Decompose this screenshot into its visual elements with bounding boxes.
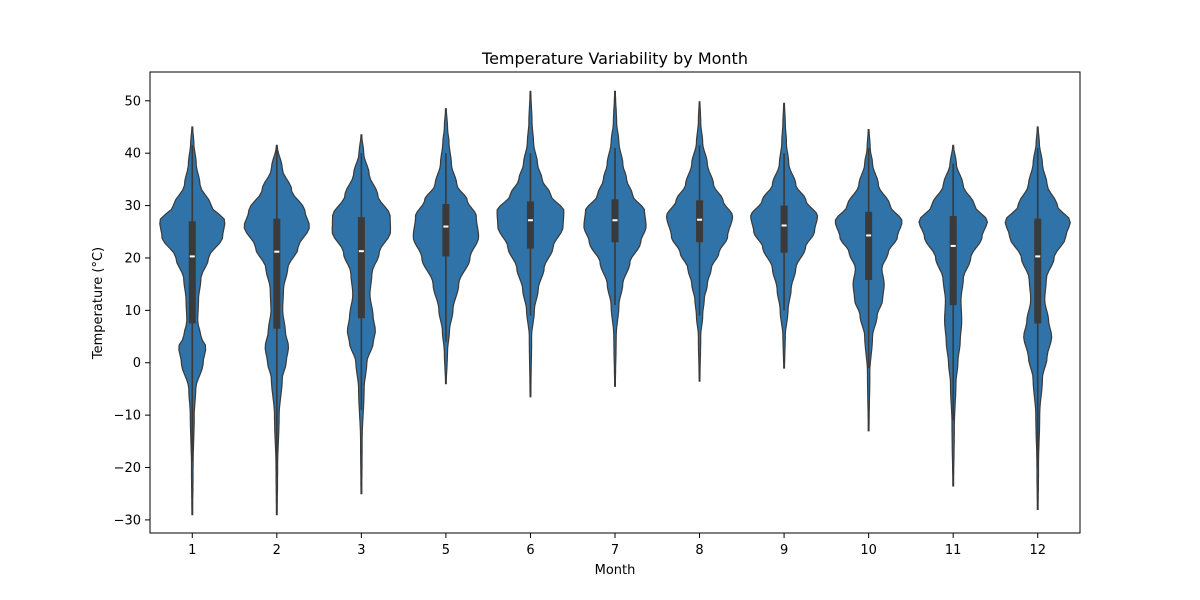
violin-month-8: [665, 101, 734, 382]
x-tick-label: 11: [945, 543, 962, 558]
violin-month-7: [583, 90, 647, 387]
x-tick-label: 1: [188, 543, 196, 558]
x-tick-label: 6: [526, 543, 534, 558]
violin-layer: [159, 90, 1071, 516]
violin-iqr-box: [780, 205, 788, 253]
violin-month-12: [1004, 126, 1071, 510]
y-tick-label: 50: [124, 94, 141, 109]
x-tick-label: 3: [357, 543, 365, 558]
x-tick-label: 8: [695, 543, 703, 558]
x-tick-label: 2: [273, 543, 281, 558]
y-tick-label: 20: [124, 251, 141, 266]
violin-month-2: [243, 144, 310, 516]
y-tick-label: −30: [114, 513, 141, 528]
y-axis-label: Temperature (°C): [91, 247, 106, 360]
violin-iqr-box: [949, 216, 957, 306]
violin-month-6: [496, 90, 565, 398]
y-tick-label: 40: [124, 147, 141, 162]
violin-month-3: [331, 134, 392, 495]
y-tick-label: 30: [124, 199, 141, 214]
y-tick-label: −20: [114, 461, 141, 476]
violin-month-10: [834, 129, 903, 432]
x-axis: 1 2 3 5 6 7 8 9 10 11 12: [188, 533, 1046, 558]
violin-month-9: [750, 102, 819, 369]
x-tick-label: 7: [611, 543, 619, 558]
x-axis-label: Month: [595, 563, 636, 578]
y-axis: −30 −20 −10 0 10 20 30 40 50: [114, 94, 150, 528]
violin-month-1: [159, 126, 226, 516]
violin-month-11: [918, 144, 989, 487]
violin-iqr-box: [865, 211, 873, 280]
x-tick-label: 5: [442, 543, 450, 558]
violin-iqr-box: [1034, 218, 1042, 324]
x-tick-label: 10: [860, 543, 877, 558]
violin-month-5: [412, 108, 480, 385]
y-tick-label: −10: [114, 409, 141, 424]
y-tick-label: 10: [124, 304, 141, 319]
chart-title: Temperature Variability by Month: [481, 49, 748, 68]
violin-iqr-box: [357, 217, 365, 319]
violin-iqr-box: [442, 204, 450, 257]
y-tick-label: 0: [133, 356, 141, 371]
violin-iqr-box: [188, 221, 196, 324]
x-tick-label: 9: [780, 543, 788, 558]
x-tick-label: 12: [1029, 543, 1046, 558]
violin-iqr-box: [273, 218, 281, 329]
violin-iqr-box: [696, 200, 704, 243]
violin-iqr-box: [526, 201, 534, 249]
